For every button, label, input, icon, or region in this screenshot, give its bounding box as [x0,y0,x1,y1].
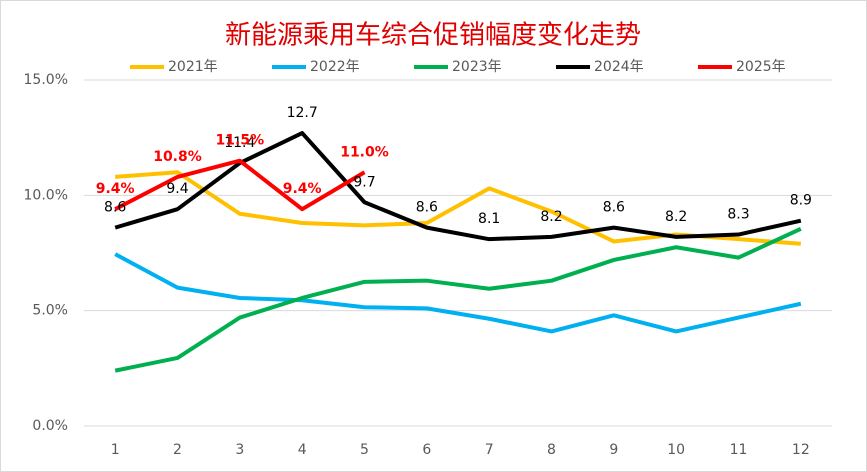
x-tick-label: 5 [360,442,369,458]
data-label: 11.0% [340,144,389,160]
x-tick-label: 7 [485,442,494,458]
data-label: 8.6 [416,200,438,216]
x-tick-label: 8 [547,442,556,458]
x-tick-label: 11 [730,442,748,458]
legend-label: 2025年 [736,59,786,75]
x-tick-label: 4 [298,442,307,458]
data-label: 8.3 [727,207,749,223]
legend-label: 2024年 [594,59,644,75]
series-line [114,226,802,373]
y-tick-label: 5.0% [32,303,68,319]
x-tick-label: 6 [422,442,431,458]
x-tick-label: 2 [173,442,182,458]
data-label: 10.8% [153,149,202,165]
x-tick-label: 3 [235,442,244,458]
data-label: 8.6 [104,200,126,216]
data-label: 9.7 [353,174,375,190]
series-line [114,131,802,242]
data-label: 8.1 [478,211,500,227]
data-label: 9.4% [96,181,135,197]
legend-label: 2022年 [310,59,360,75]
chart-title: 新能源乘用车综合促销幅度变化走势 [225,21,641,51]
y-tick-label: 0.0% [32,418,68,434]
data-label: 9.4% [283,181,322,197]
legend-label: 2021年 [168,59,218,75]
data-label: 11.5% [216,133,265,149]
x-tick-label: 10 [667,442,685,458]
data-label: 8.9 [790,193,812,209]
data-label: 8.2 [540,209,562,225]
data-label: 8.2 [665,209,687,225]
x-tick-label: 1 [111,442,120,458]
data-label: 9.4 [166,181,188,197]
data-label: 12.7 [287,105,318,121]
legend-label: 2023年 [452,59,502,75]
data-label: 8.6 [603,200,625,216]
y-tick-label: 10.0% [24,187,68,203]
y-tick-label: 15.0% [24,72,68,88]
x-tick-label: 9 [609,442,618,458]
data-label: 11.4 [224,135,255,151]
series-line [114,252,802,334]
x-tick-label: 12 [792,442,810,458]
series-line [114,158,366,212]
